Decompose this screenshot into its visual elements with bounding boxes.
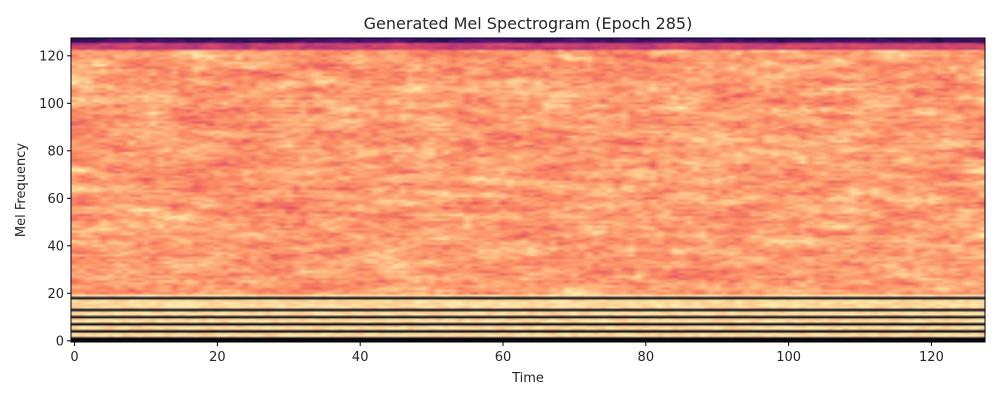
x-tick-label: 100 [776,350,801,365]
y-tick-label: 0 [56,334,64,349]
x-tick-label: 120 [919,350,944,365]
x-tick-label: 40 [352,350,369,365]
spectrogram-heatmap [71,38,985,342]
y-tick-label: 20 [47,287,64,302]
y-tick-label: 120 [39,49,64,64]
x-axis-ticks: 0 20 40 60 80 100 120 [70,342,944,365]
x-tick-label: 60 [495,350,512,365]
y-tick-label: 80 [47,144,64,159]
chart-title: Generated Mel Spectrogram (Epoch 285) [364,14,693,33]
y-tick-label: 40 [47,239,64,254]
plot-area [70,37,986,343]
x-tick-label: 0 [70,350,78,365]
y-axis-ticks: 0 20 40 60 80 100 120 [39,49,71,349]
y-tick-label: 60 [47,192,64,207]
y-tick-label: 100 [39,97,64,112]
x-tick-label: 20 [209,350,226,365]
x-axis-label: Time [511,371,544,386]
plot-frame [70,37,986,343]
x-tick-label: 80 [638,350,655,365]
y-axis-label: Mel Frequency [14,143,29,237]
